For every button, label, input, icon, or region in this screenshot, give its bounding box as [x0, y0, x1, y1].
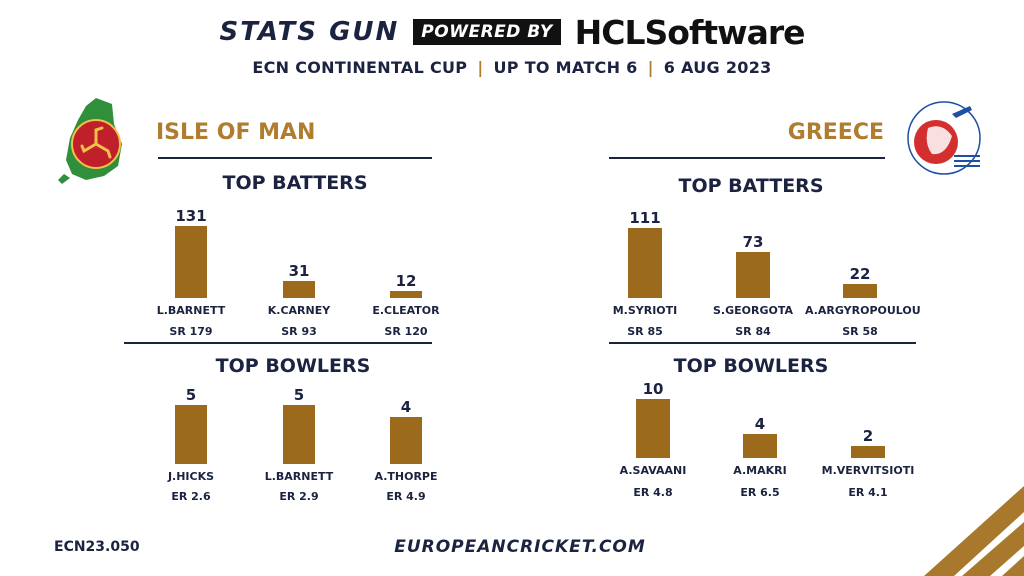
bar [628, 228, 662, 298]
player-stat-label: SR 120 [384, 325, 428, 338]
bar-value-label: 4 [754, 415, 766, 434]
left-team-divider [158, 157, 432, 159]
player-name-label: A.THORPE [374, 470, 438, 483]
bar [851, 446, 885, 458]
player-stat-label: ER 4.9 [386, 490, 426, 503]
player-stat-label: ER 4.8 [633, 486, 673, 499]
brand-row: STATS GUN POWERED BY HCLSoftware [0, 12, 1024, 52]
subtitle: ECN CONTINENTAL CUP | UP TO MATCH 6 | 6 … [0, 58, 1024, 77]
bar-value-label: 4 [400, 397, 412, 416]
right-section-divider [609, 342, 916, 344]
player-name-label: A.SAVAANI [619, 464, 687, 477]
left-bowlers-title: TOP BOWLERS [215, 355, 371, 377]
left-section-divider [124, 342, 432, 344]
header: STATS GUN POWERED BY HCLSoftware ECN CON… [0, 12, 1024, 78]
brand-title: STATS GUN [219, 17, 400, 47]
player-stat-label: ER 6.5 [740, 486, 780, 499]
bar-value-label: 5 [185, 386, 197, 404]
right-team-name: GREECE [787, 120, 884, 145]
competition-name: ECN CONTINENTAL CUP [252, 58, 468, 77]
bar [843, 284, 877, 298]
left-batters-title: TOP BATTERS [222, 172, 368, 194]
separator: | [477, 58, 484, 77]
bar [636, 399, 670, 458]
player-name-label: A.MAKRI [733, 464, 787, 477]
hellenic-cricket-federation-logo [907, 101, 981, 175]
bar-value-label: 111 [629, 209, 661, 227]
player-name-label: J.HICKS [167, 470, 215, 483]
bar-value-label: 2 [862, 427, 874, 446]
bar-value-label: 73 [742, 232, 764, 251]
separator: | [647, 58, 654, 77]
bar-value-label: 5 [293, 386, 305, 404]
player-stat-label: ER 2.6 [171, 490, 211, 503]
player-stat-label: SR 93 [281, 325, 317, 338]
player-name-label: M.VERVITSIOTI [821, 464, 915, 477]
bar-value-label: 10 [642, 380, 664, 398]
player-stat-label: SR 58 [842, 325, 878, 338]
bar [283, 280, 315, 298]
bar [283, 405, 315, 464]
bar-value-label: 22 [849, 265, 871, 284]
player-name-label: E.CLEATOR [372, 304, 440, 317]
sponsor-logo: HCLSoftware [574, 12, 806, 52]
scope-label: UP TO MATCH 6 [493, 58, 638, 77]
bar [736, 251, 770, 298]
player-name-label: L.BARNETT [156, 304, 226, 317]
player-name-label: A.ARGYROPOULOU [805, 304, 921, 317]
left-team-name: ISLE OF MAN [156, 120, 316, 145]
bar-value-label: 31 [288, 261, 310, 280]
player-stat-label: SR 179 [169, 325, 213, 338]
bar [175, 405, 207, 464]
player-name-label: L.BARNETT [264, 470, 334, 483]
player-name-label: K.CARNEY [267, 304, 331, 317]
player-stat-label: ER 2.9 [279, 490, 319, 503]
bar [390, 416, 422, 464]
right-team-divider [609, 157, 885, 159]
right-batters-title: TOP BATTERS [678, 175, 824, 197]
gold-stripes-decoration [924, 486, 1024, 576]
bar [743, 434, 777, 458]
footer-url[interactable]: EUROPEANCRICKET.COM [394, 537, 646, 557]
bar [175, 226, 207, 298]
player-stat-label: ER 4.1 [848, 486, 888, 499]
right-bowlers-title: TOP BOWLERS [673, 355, 829, 377]
footer-code: ECN23.050 [54, 539, 140, 555]
isle-of-man-cricket-logo [58, 98, 122, 184]
player-stat-label: SR 84 [735, 325, 771, 338]
bar [390, 291, 422, 298]
powered-by-badge: POWERED BY [413, 19, 561, 45]
bar-value-label: 131 [175, 207, 207, 225]
bar-value-label: 12 [395, 272, 417, 291]
player-stat-label: SR 85 [627, 325, 663, 338]
player-name-label: S.GEORGOTA [712, 304, 793, 317]
player-name-label: M.SYRIOTI [612, 304, 678, 317]
date-label: 6 AUG 2023 [663, 58, 772, 77]
